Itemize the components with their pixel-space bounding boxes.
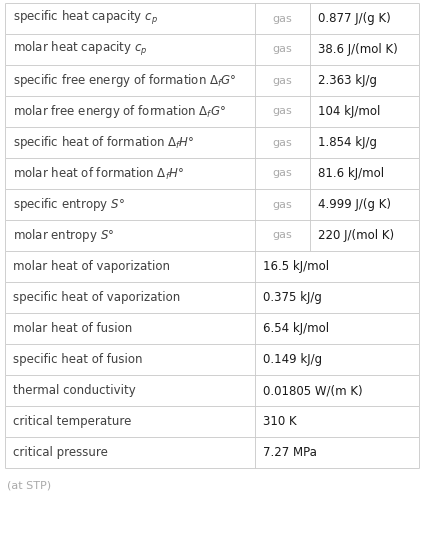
- Text: 16.5 kJ/mol: 16.5 kJ/mol: [263, 260, 329, 273]
- Text: 38.6 J/(mol K): 38.6 J/(mol K): [318, 43, 398, 56]
- Text: molar heat of vaporization: molar heat of vaporization: [13, 260, 170, 273]
- Text: molar free energy of formation $\Delta_f G°$: molar free energy of formation $\Delta_f…: [13, 103, 226, 120]
- Text: thermal conductivity: thermal conductivity: [13, 384, 136, 397]
- Text: gas: gas: [273, 169, 293, 178]
- Text: 310 K: 310 K: [263, 415, 297, 428]
- Text: molar heat of fusion: molar heat of fusion: [13, 322, 132, 335]
- Text: 0.375 kJ/g: 0.375 kJ/g: [263, 291, 322, 304]
- Text: 1.854 kJ/g: 1.854 kJ/g: [318, 136, 377, 149]
- Text: gas: gas: [273, 230, 293, 241]
- Text: specific heat of fusion: specific heat of fusion: [13, 353, 142, 366]
- Text: 7.27 MPa: 7.27 MPa: [263, 446, 317, 459]
- Text: gas: gas: [273, 45, 293, 54]
- Text: molar heat of formation $\Delta_f H°$: molar heat of formation $\Delta_f H°$: [13, 165, 184, 182]
- Text: specific entropy $S°$: specific entropy $S°$: [13, 196, 125, 213]
- Text: specific heat of vaporization: specific heat of vaporization: [13, 291, 180, 304]
- Text: gas: gas: [273, 13, 293, 24]
- Text: 2.363 kJ/g: 2.363 kJ/g: [318, 74, 377, 87]
- Text: 0.01805 W/(m K): 0.01805 W/(m K): [263, 384, 363, 397]
- Text: specific heat of formation $\Delta_f H°$: specific heat of formation $\Delta_f H°$: [13, 134, 195, 151]
- Text: 6.54 kJ/mol: 6.54 kJ/mol: [263, 322, 329, 335]
- Text: 104 kJ/mol: 104 kJ/mol: [318, 105, 380, 118]
- Text: specific heat capacity $c_p$: specific heat capacity $c_p$: [13, 10, 158, 27]
- Text: critical temperature: critical temperature: [13, 415, 131, 428]
- Text: gas: gas: [273, 137, 293, 148]
- Text: molar heat capacity $c_p$: molar heat capacity $c_p$: [13, 40, 148, 59]
- Text: critical pressure: critical pressure: [13, 446, 108, 459]
- Text: gas: gas: [273, 200, 293, 209]
- Text: 220 J/(mol K): 220 J/(mol K): [318, 229, 394, 242]
- Text: (at STP): (at STP): [7, 481, 51, 491]
- Text: gas: gas: [273, 106, 293, 117]
- Text: 0.149 kJ/g: 0.149 kJ/g: [263, 353, 322, 366]
- Text: 4.999 J/(g K): 4.999 J/(g K): [318, 198, 391, 211]
- Text: 81.6 kJ/mol: 81.6 kJ/mol: [318, 167, 384, 180]
- Text: gas: gas: [273, 76, 293, 85]
- Text: molar entropy $S°$: molar entropy $S°$: [13, 227, 114, 244]
- Text: specific free energy of formation $\Delta_f G°$: specific free energy of formation $\Delt…: [13, 72, 237, 89]
- Text: 0.877 J/(g K): 0.877 J/(g K): [318, 12, 391, 25]
